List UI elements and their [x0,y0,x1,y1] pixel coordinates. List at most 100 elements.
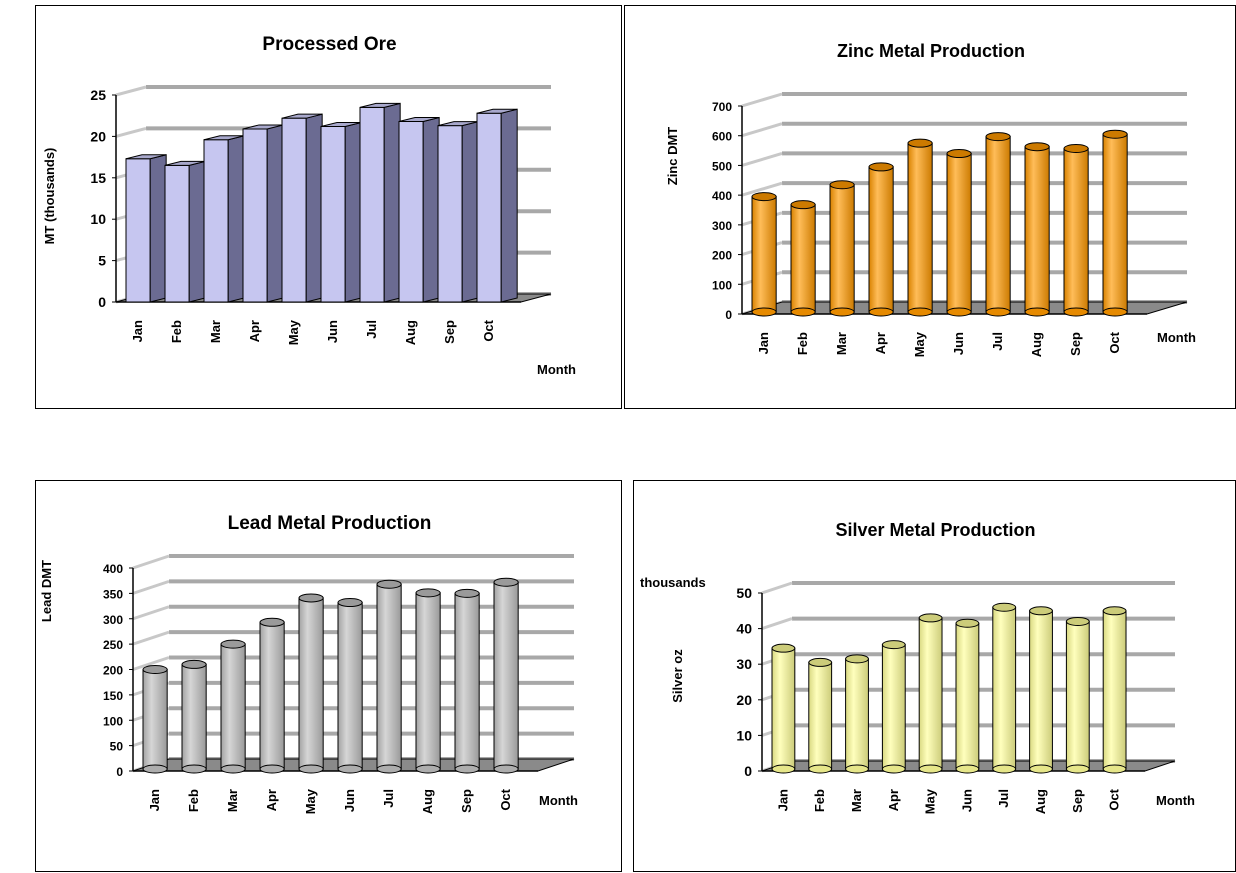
x-tick-label: Apr [247,320,262,342]
y-tick-label: 20 [736,692,752,708]
side-gridline [132,630,170,646]
lead-production-chart: Lead Metal Production 0 50 100 150 200 250 300 3… [39,513,578,814]
bar [398,116,440,303]
bar [868,162,894,317]
side-gridline [741,151,783,167]
bar [376,579,402,774]
bar [1063,143,1089,317]
bar [771,643,796,774]
x-tick-label: Jun [342,789,357,812]
zinc-production-chart-panel: Zinc Metal Production 0 100 200 300 400 500 600… [624,5,1236,409]
bar [845,654,869,774]
y-tick-label: 350 [103,587,123,601]
side-gridline [132,656,170,671]
y-tick-label: 100 [103,714,123,728]
y-axis-title: Silver oz [670,649,685,703]
chart-title: Silver Metal Production [835,520,1035,540]
x-axis-title: Month [537,362,576,377]
silver-production-chart-panel: Silver Metal Production 0 10 20 30 40 50 Jan Feb… [633,480,1236,872]
y-tick-label: 0 [98,294,106,310]
side-gridline [741,92,783,108]
y-tick-label: 500 [712,159,732,173]
bar [1024,142,1050,317]
x-tick-label: May [912,331,927,357]
processed-ore-chart-panel: Processed Ore 0 5 10 15 20 25 Jan Feb Mar Apr May Ju… [35,5,622,409]
y-tick-label: 5 [98,253,106,269]
x-tick-label: Jun [325,320,340,343]
y-tick-label: 10 [90,211,106,227]
zinc-production-chart: Zinc Metal Production 0 100 200 300 400 500 600… [665,41,1196,357]
x-tick-label: Feb [812,789,827,812]
y-tick-label: 10 [736,727,752,743]
y-tick-label: 300 [712,219,732,233]
side-gridline [132,605,170,621]
bar [751,192,777,317]
y-axis-title: Zinc DMT [665,127,680,186]
y-unit-label: thousands [640,575,706,590]
y-tick-label: 0 [116,765,123,779]
bar [829,180,855,317]
y-tick-label: 300 [103,613,123,627]
y-tick-label: 0 [725,308,732,322]
chart-title: Processed Ore [262,34,396,55]
side-gridline [741,181,783,197]
bar [1065,616,1090,774]
y-tick-label: 250 [103,638,123,652]
bar [907,138,933,317]
silver-production-chart: Silver Metal Production 0 10 20 30 40 50 Jan Feb… [640,520,1195,814]
side-gridline [761,617,793,631]
x-tick-label: Jun [951,332,966,355]
bar [493,577,519,774]
bar [298,593,324,774]
x-tick-label: Sep [442,320,457,344]
y-tick-label: 200 [712,249,732,263]
bar [437,120,479,303]
bar [164,160,206,303]
bar [142,665,168,774]
y-tick-label: 50 [110,740,124,754]
bar [881,640,906,774]
x-tick-label: Jan [130,320,145,342]
bar [985,132,1011,317]
x-tick-label: Aug [403,320,418,345]
x-tick-label: May [303,788,318,814]
y-tick-label: 400 [103,562,123,576]
x-tick-label: May [923,788,938,814]
x-tick-label: Aug [1033,789,1048,814]
bar [181,659,207,774]
y-tick-label: 150 [103,689,123,703]
side-gridline [115,85,147,97]
x-tick-label: Mar [849,789,864,812]
y-tick-label: 200 [103,664,123,678]
side-gridline [741,122,783,138]
y-tick-label: 700 [712,100,732,114]
x-tick-label: Oct [1107,331,1122,353]
bar [259,617,285,774]
x-axis-title: Month [1156,793,1195,808]
bar [415,588,441,774]
bar [955,618,980,774]
x-tick-label: Jul [990,332,1005,351]
bar [359,102,401,303]
x-tick-label: Oct [498,788,513,810]
bar [946,149,972,317]
x-tick-label: Mar [208,320,223,343]
x-tick-label: Feb [795,332,810,355]
bar [790,200,816,317]
x-tick-label: Apr [264,789,279,811]
x-tick-label: Apr [886,789,901,811]
y-tick-label: 40 [736,621,752,637]
chart-title: Lead Metal Production [228,513,432,534]
bar [281,113,323,303]
y-tick-label: 600 [712,130,732,144]
x-tick-label: Sep [1070,789,1085,813]
y-tick-label: 30 [736,656,752,672]
x-tick-label: Jul [996,789,1011,808]
y-tick-label: 100 [712,278,732,292]
side-gridline [132,554,170,570]
x-tick-label: May [286,319,301,345]
y-tick-label: 0 [744,763,752,779]
bar [1102,606,1127,774]
x-axis-title: Month [539,793,578,808]
x-tick-label: Sep [459,789,474,813]
